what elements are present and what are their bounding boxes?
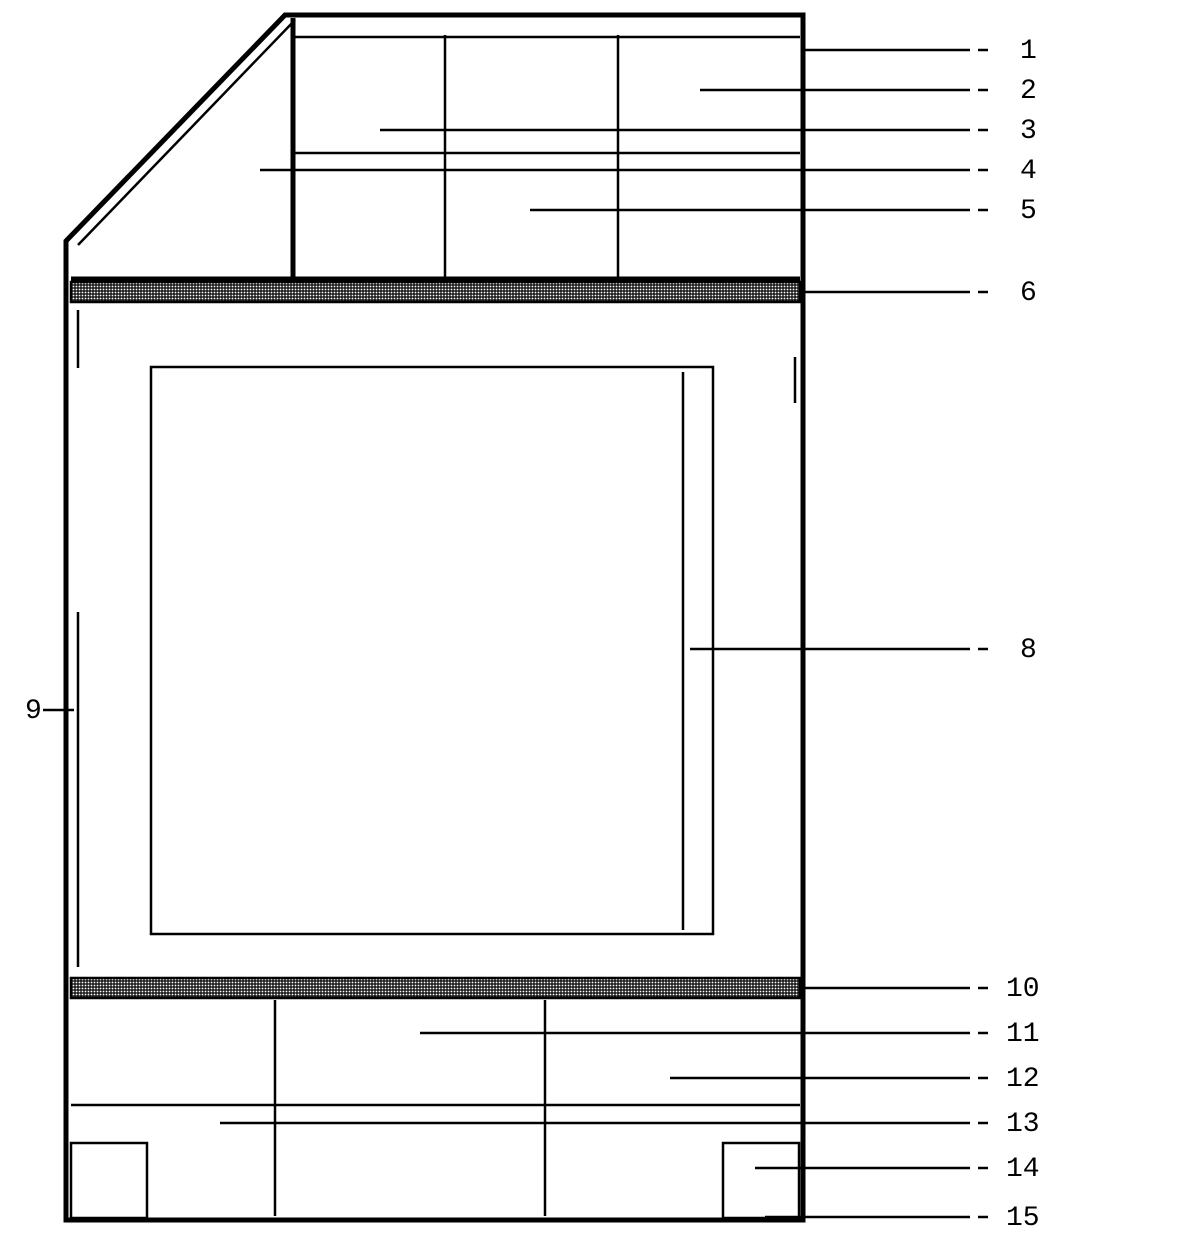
leader-label-2: 2 xyxy=(1020,76,1037,107)
foot-right xyxy=(723,1143,799,1218)
leader-label-9: 9 xyxy=(25,696,42,727)
bottom-hatch-band xyxy=(71,978,800,998)
leader-label-13: 13 xyxy=(1006,1109,1040,1140)
leader-label-3: 3 xyxy=(1020,116,1037,147)
leader-label-10: 10 xyxy=(1006,974,1040,1005)
leader-label-14: 14 xyxy=(1006,1154,1040,1185)
leader-label-11: 11 xyxy=(1006,1019,1040,1050)
leader-label-4: 4 xyxy=(1020,156,1037,187)
leader-label-15: 15 xyxy=(1006,1203,1040,1234)
leader-label-8: 8 xyxy=(1020,635,1037,666)
window-outer xyxy=(151,367,713,934)
top-hatch-band xyxy=(71,282,800,302)
foot-left xyxy=(71,1143,147,1218)
leader-label-5: 5 xyxy=(1020,196,1037,227)
technical-schematic: 12345681011121314159 xyxy=(0,0,1186,1250)
leader-label-1: 1 xyxy=(1020,36,1037,67)
corner-diagonal-inner xyxy=(78,20,295,245)
leader-label-6: 6 xyxy=(1020,278,1037,309)
main-outline xyxy=(66,15,803,1220)
leader-label-12: 12 xyxy=(1006,1064,1040,1095)
